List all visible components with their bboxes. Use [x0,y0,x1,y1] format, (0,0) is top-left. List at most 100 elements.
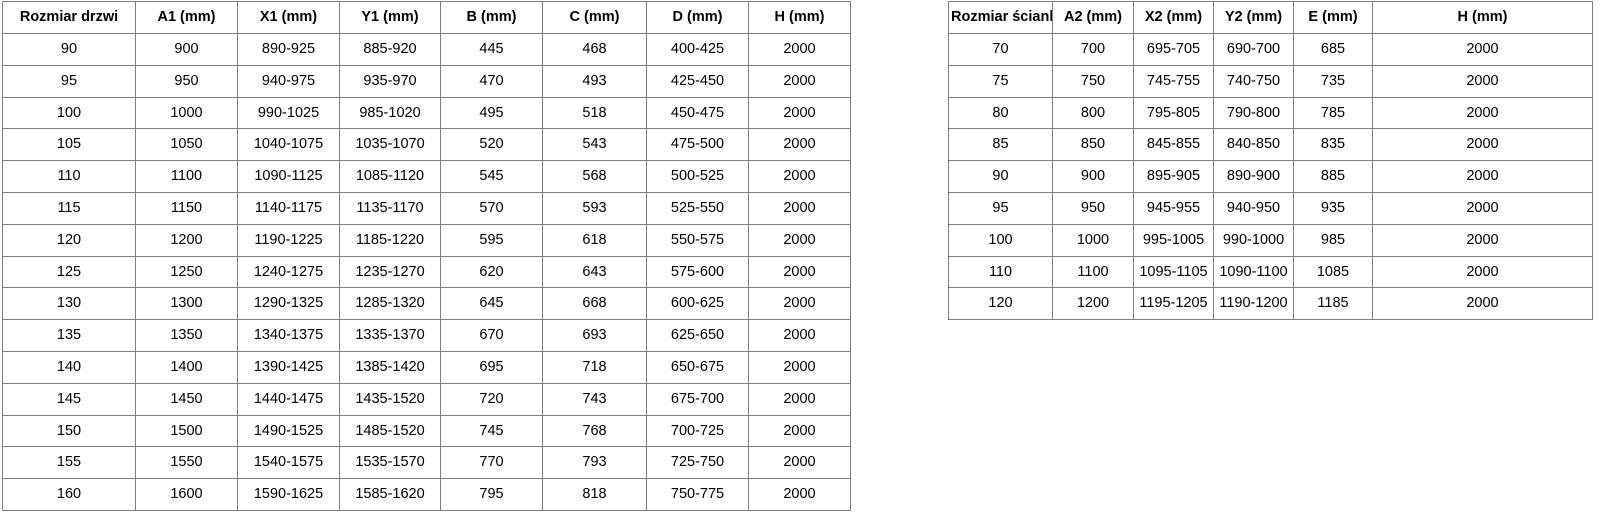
door-table-cell: 600-625 [646,287,749,321]
wall-table-cell: 100 [948,223,1053,257]
wall-table-cell: 85 [948,128,1053,162]
door-table-cell: 2000 [748,33,851,66]
door-dimensions-table: Rozmiar drzwi A1 (mm) X1 (mm) Y1 (mm) B (mm)… [2,1,851,511]
door-table-cell: 768 [542,414,647,448]
wall-table-header-row: Rozmiar ścianki A2 (mm) X2 (mm) Y2 (mm) E (m… [948,1,1593,34]
door-table-cell: 885-920 [339,33,441,66]
door-table-cell: 470 [440,64,543,98]
door-table-cell: 520 [440,128,543,162]
door-table-cell: 130 [2,287,136,321]
door-table-cell: 595 [440,223,543,257]
wall-table-cell: 895-905 [1133,160,1214,193]
wall-column-header: Rozmiar ścianki [948,1,1053,34]
door-table-cell: 750-775 [646,478,749,511]
door-table-cell: 950 [135,64,238,98]
door-table-head: Rozmiar drzwi A1 (mm) X1 (mm) Y1 (mm) B (mm)… [2,1,851,34]
door-table-header-row: Rozmiar drzwi A1 (mm) X1 (mm) Y1 (mm) B (mm)… [2,1,851,34]
door-table-cell: 2000 [748,478,851,511]
wall-table-row: 70 700 695-705 690-700 685 2000 [948,33,1593,66]
wall-table-cell: 110 [948,255,1053,289]
wall-table-cell: 2000 [1372,64,1593,98]
wall-table-cell: 735 [1293,64,1373,98]
door-table-cell: 645 [440,287,543,321]
wall-table-cell: 2000 [1372,287,1593,321]
door-table-cell: 95 [2,64,136,98]
wall-column-header: H (mm) [1372,1,1593,34]
wall-table-cell: 2000 [1372,223,1593,257]
door-table-cell: 160 [2,478,136,511]
door-table-cell: 2000 [748,128,851,162]
wall-table-cell: 940-950 [1213,191,1294,225]
door-table-cell: 125 [2,255,136,289]
door-table-cell: 1285-1320 [339,287,441,321]
door-table-row: 150 1500 1490-1525 1485-1520 745 768 700-725 20… [2,414,851,448]
door-table-row: 90 900 890-925 885-920 445 468 400-425 2000 [2,33,851,66]
wall-table-row: 80 800 795-805 790-800 785 2000 [948,96,1593,130]
door-table-cell: 1350 [135,319,238,352]
wall-table-cell: 1095-1105 [1133,255,1214,289]
wall-table-cell: 845-855 [1133,128,1214,162]
door-table-cell: 1440-1475 [237,382,340,416]
wall-table-row: 90 900 895-905 890-900 885 2000 [948,160,1593,193]
wall-table-cell: 950 [1052,191,1134,225]
door-table-cell: 570 [440,191,543,225]
door-table-cell: 670 [440,319,543,352]
door-table-cell: 550-575 [646,223,749,257]
door-table-cell: 720 [440,382,543,416]
door-table-cell: 1585-1620 [339,478,441,511]
door-table-row: 120 1200 1190-1225 1185-1220 595 618 550-575 20… [2,223,851,257]
wall-table-row: 95 950 945-955 940-950 935 2000 [948,191,1593,225]
door-table-cell: 1185-1220 [339,223,441,257]
door-table-cell: 445 [440,33,543,66]
door-table-row: 135 1350 1340-1375 1335-1370 670 693 625-650 20… [2,319,851,352]
wall-table-cell: 835 [1293,128,1373,162]
door-table-row: 100 1000 990-1025 985-1020 495 518 450-475 2000 [2,96,851,130]
door-table-cell: 115 [2,191,136,225]
door-table-cell: 495 [440,96,543,130]
wall-table-cell: 90 [948,160,1053,193]
door-table-cell: 693 [542,319,647,352]
door-table-cell: 1050 [135,128,238,162]
door-table-cell: 1040-1075 [237,128,340,162]
door-table-cell: 2000 [748,96,851,130]
door-table-row: 140 1400 1390-1425 1385-1420 695 718 650-675 20… [2,350,851,384]
door-table-cell: 500-525 [646,160,749,193]
door-table-cell: 475-500 [646,128,749,162]
wall-table-cell: 1100 [1052,255,1134,289]
wall-table-cell: 1085 [1293,255,1373,289]
door-table-cell: 468 [542,33,647,66]
door-table-row: 145 1450 1440-1475 1435-1520 720 743 675-700 20… [2,382,851,416]
door-table-cell: 2000 [748,414,851,448]
door-table-cell: 2000 [748,223,851,257]
door-table-cell: 545 [440,160,543,193]
wall-table-cell: 690-700 [1213,33,1294,66]
wall-table-cell: 1190-1200 [1213,287,1294,321]
door-table-cell: 1140-1175 [237,191,340,225]
door-column-header: B (mm) [440,1,543,34]
door-table-cell: 1035-1070 [339,128,441,162]
door-column-header: C (mm) [542,1,647,34]
door-table-cell: 675-700 [646,382,749,416]
door-table-cell: 145 [2,382,136,416]
wall-column-header: A2 (mm) [1052,1,1134,34]
door-table-cell: 743 [542,382,647,416]
wall-table-row: 120 1200 1195-1205 1190-1200 1185 2000 [948,287,1593,321]
door-table-row: 115 1150 1140-1175 1135-1170 570 593 525-550 20… [2,191,851,225]
door-table-cell: 793 [542,446,647,480]
door-table-cell: 1090-1125 [237,160,340,193]
wall-table-cell: 750 [1052,64,1134,98]
door-table-cell: 1200 [135,223,238,257]
wall-column-header: E (mm) [1293,1,1373,34]
door-table-cell: 900 [135,33,238,66]
wall-table-cell: 1200 [1052,287,1134,321]
door-table-cell: 1385-1420 [339,350,441,384]
wall-table-cell: 1090-1100 [1213,255,1294,289]
door-table-cell: 2000 [748,350,851,384]
door-table-row: 160 1600 1590-1625 1585-1620 795 818 750-775 20… [2,478,851,511]
wall-table-cell: 785 [1293,96,1373,130]
door-table-cell: 2000 [748,287,851,321]
door-table-cell: 1100 [135,160,238,193]
door-table-cell: 450-475 [646,96,749,130]
door-table-cell: 110 [2,160,136,193]
door-table-cell: 150 [2,414,136,448]
